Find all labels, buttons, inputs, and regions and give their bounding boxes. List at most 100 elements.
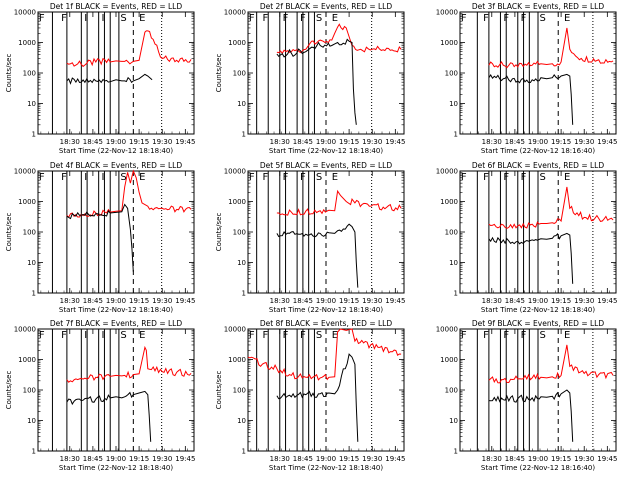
x-tick-label: 19:30	[362, 138, 382, 146]
x-tick-label: 18:45	[83, 455, 103, 463]
marker-label-e: E	[139, 13, 145, 24]
marker-label-i: I	[102, 13, 105, 24]
marker-label-f: F	[39, 13, 45, 24]
chart-title: Det 1f BLACK = Events, RED = LLD	[50, 2, 183, 11]
marker-label-s: S	[120, 330, 126, 341]
y-tick-label: 10000	[436, 168, 458, 176]
events-series-line	[66, 203, 134, 272]
y-tick-label: 100	[23, 387, 36, 395]
lld-series-line	[66, 169, 192, 219]
marker-label-e: E	[332, 13, 338, 24]
y-tick-label: 100	[233, 229, 246, 237]
y-tick-label: 100	[23, 70, 36, 78]
marker-label-e: E	[332, 172, 338, 183]
x-tick-label: 18:45	[83, 297, 103, 305]
x-tick-label: 18:30	[270, 297, 290, 305]
y-tick-label: 1	[454, 131, 458, 139]
marker-label-i: I	[84, 330, 87, 341]
marker-label-s: S	[316, 172, 322, 183]
plot-frame	[37, 328, 195, 452]
x-axis-label: Start Time (22-Nov-12 18:16:40)	[481, 147, 595, 155]
x-axis-label: Start Time (22-Nov-12 18:18:40)	[269, 306, 383, 314]
lld-series-line	[66, 345, 192, 383]
x-tick-label: 19:45	[175, 138, 195, 146]
y-tick-label: 1	[32, 448, 36, 456]
x-tick-label: 19:30	[362, 297, 382, 305]
marker-label-i: I	[102, 172, 105, 183]
x-tick-label: 18:45	[293, 455, 313, 463]
x-tick-label: 18:30	[270, 455, 290, 463]
x-axis-label: Start Time (22-Nov-12 18:18:40)	[59, 306, 173, 314]
marker-label-e: E	[564, 13, 570, 24]
x-tick-label: 19:15	[129, 455, 149, 463]
chart-panel-4: Det 4f BLACK = Events, RED = LLD 1 10 100 10…	[5, 161, 195, 314]
events-series-line	[276, 353, 359, 442]
marker-label-f: F	[461, 172, 467, 183]
marker-label-f: F	[283, 330, 289, 341]
y-tick-label: 1000	[228, 356, 246, 364]
events-series-line	[276, 38, 357, 125]
x-tick-label: 19:30	[362, 455, 382, 463]
y-tick-label: 10	[237, 100, 246, 108]
y-axis-label: Counts/sec	[215, 54, 223, 93]
y-tick-label: 1000	[18, 198, 36, 206]
marker-label-f: F	[249, 330, 255, 341]
x-axis-label: Start Time (22-Nov-12 18:18:40)	[269, 464, 383, 472]
chart-title: Det 9f BLACK = Events, RED = LLD	[472, 319, 605, 328]
y-tick-label: 1	[242, 131, 246, 139]
marker-label-f: F	[249, 13, 255, 24]
lld-series-line	[276, 23, 402, 55]
y-tick-label: 100	[445, 387, 458, 395]
x-tick-label: 19:00	[106, 297, 126, 305]
x-tick-label: 19:15	[551, 297, 571, 305]
marker-label-s: S	[120, 172, 126, 183]
y-tick-label: 10000	[14, 9, 36, 17]
x-tick-label: 18:45	[83, 138, 103, 146]
marker-label-f: F	[39, 172, 45, 183]
x-tick-label: 19:15	[339, 297, 359, 305]
marker-label-f: F	[483, 172, 489, 183]
y-tick-label: 10	[449, 417, 458, 425]
x-tick-label: 19:45	[175, 297, 195, 305]
marker-label-f: F	[521, 172, 527, 183]
chart-title: Det 3f BLACK = Events, RED = LLD	[472, 2, 605, 11]
marker-label-f: F	[262, 330, 268, 341]
x-tick-label: 19:30	[152, 138, 172, 146]
y-tick-label: 10	[237, 417, 246, 425]
y-tick-label: 10	[449, 100, 458, 108]
lld-series-line	[488, 186, 614, 229]
y-tick-label: 10	[27, 259, 36, 267]
chart-title: Det 8f BLACK = Events, RED = LLD	[260, 319, 393, 328]
chart-panel-1: Det 1f BLACK = Events, RED = LLD 1 10 100 10…	[5, 2, 195, 155]
x-axis-label: Start Time (22-Nov-12 18:16:40)	[481, 464, 595, 472]
marker-label-f: F	[39, 330, 45, 341]
y-tick-label: 100	[233, 387, 246, 395]
x-tick-label: 19:45	[385, 455, 405, 463]
x-tick-label: 19:15	[551, 138, 571, 146]
marker-label-f: F	[521, 13, 527, 24]
x-tick-label: 19:45	[175, 455, 195, 463]
y-tick-label: 1	[32, 290, 36, 298]
y-tick-label: 1000	[228, 198, 246, 206]
y-tick-label: 10	[449, 259, 458, 267]
marker-label-s: S	[316, 330, 322, 341]
marker-label-f: F	[503, 172, 509, 183]
lld-series-line	[247, 328, 402, 381]
marker-label-s: S	[316, 13, 322, 24]
y-axis-label: Counts/sec	[215, 213, 223, 252]
x-tick-label: 19:15	[339, 138, 359, 146]
x-tick-label: 18:45	[293, 138, 313, 146]
lld-series-line	[488, 344, 614, 384]
y-tick-label: 1	[242, 290, 246, 298]
x-tick-label: 19:00	[316, 455, 336, 463]
marker-label-f: F	[249, 172, 255, 183]
y-tick-label: 10000	[14, 168, 36, 176]
y-tick-label: 1000	[18, 39, 36, 47]
marker-label-f: F	[61, 330, 67, 341]
chart-title: Det 5f BLACK = Events, RED = LLD	[260, 161, 393, 170]
marker-label-s: S	[539, 330, 545, 341]
y-tick-label: 10000	[436, 9, 458, 17]
y-tick-label: 10	[27, 100, 36, 108]
x-tick-label: 18:45	[505, 138, 525, 146]
y-tick-label: 100	[23, 229, 36, 237]
